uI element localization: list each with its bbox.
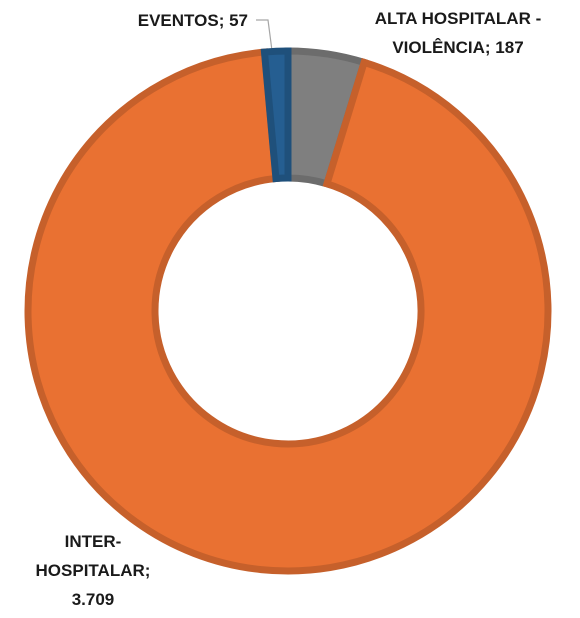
donut-segment xyxy=(24,48,552,575)
label-separator: ; xyxy=(484,38,496,57)
label-value: 3.709 xyxy=(71,590,115,609)
label-separator: ; xyxy=(218,11,230,30)
label-value: 57 xyxy=(229,11,248,30)
donut-segment xyxy=(260,47,292,183)
label-category: INTER-HOSPITALAR xyxy=(35,532,145,580)
label-category: ALTA HOSPITALAR - VIOLÊNCIA xyxy=(374,9,542,57)
label-category: EVENTOS xyxy=(137,11,219,30)
data-label: EVENTOS; 57 xyxy=(40,6,248,35)
data-label: INTER-HOSPITALAR; 3.709 xyxy=(28,527,158,614)
data-label: ALTA HOSPITALAR - VIOLÊNCIA; 187 xyxy=(345,4,571,62)
label-separator: ; xyxy=(144,561,151,580)
label-value: 187 xyxy=(495,38,524,57)
